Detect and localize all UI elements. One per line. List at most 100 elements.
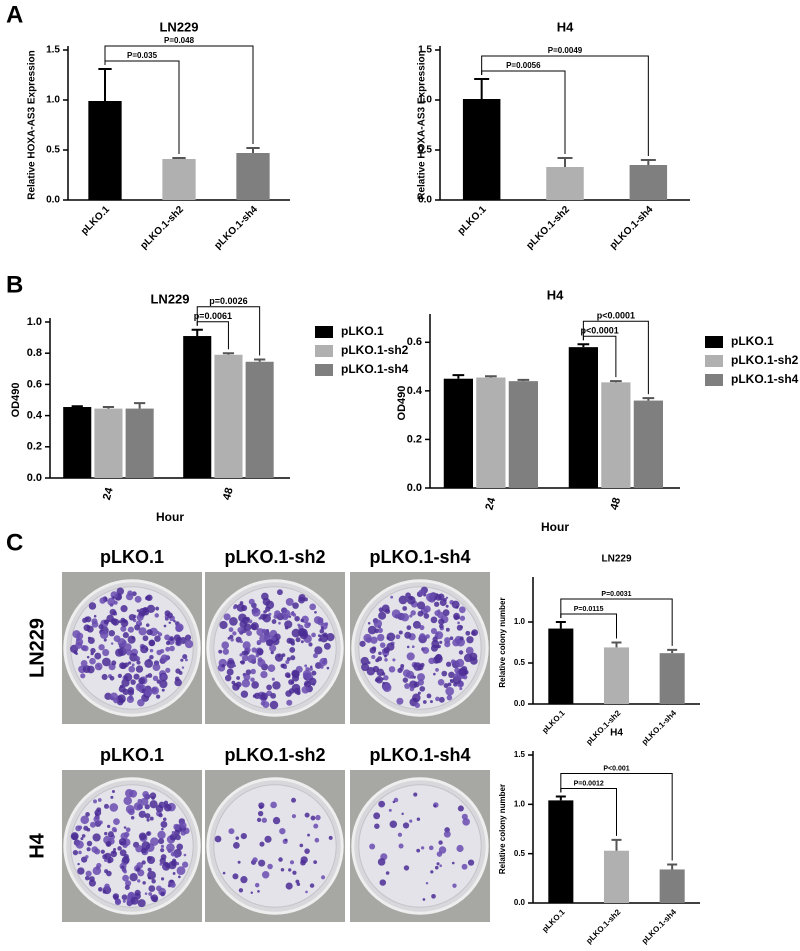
colony-dot	[251, 607, 261, 617]
colony-dot	[155, 606, 160, 611]
colony-dot	[150, 894, 159, 902]
bar	[183, 336, 212, 478]
colony-dot	[236, 603, 245, 612]
colony-dot	[304, 664, 308, 668]
colony-dot	[445, 627, 450, 632]
colony-dot	[417, 673, 426, 682]
error-bar	[172, 157, 186, 159]
colony-dot	[148, 892, 153, 896]
y-tick-label: 0.6	[407, 336, 422, 348]
y-tick-label: 0.2	[27, 441, 42, 453]
colony-dot	[416, 848, 421, 853]
colony-dot	[222, 648, 229, 655]
colony-dot	[308, 677, 317, 686]
colony-dot	[147, 867, 152, 872]
y-tick-label: 0.8	[27, 347, 42, 359]
legend-label: pLKO.1-sh2	[731, 353, 799, 367]
colony-dot	[298, 593, 306, 602]
colony-dot	[284, 620, 293, 629]
colony-dot	[404, 631, 412, 639]
colony-dot	[304, 812, 310, 818]
colony-dot	[315, 814, 321, 821]
colony-dot	[140, 847, 147, 854]
error-bar	[667, 863, 678, 870]
colony-dot	[459, 687, 463, 691]
colony-dot	[450, 659, 456, 664]
x-axis-label: Hour	[541, 520, 569, 534]
colony-dot	[104, 831, 108, 836]
colony-dot	[113, 847, 117, 852]
colony-dot	[156, 649, 162, 656]
colony-dot	[264, 835, 272, 843]
colony-dot	[80, 815, 90, 825]
colony-dot	[128, 665, 136, 673]
colony-dot	[88, 602, 97, 610]
colony-dot	[177, 875, 181, 879]
colony-dot	[270, 692, 277, 699]
colony-dot	[297, 623, 301, 627]
colony-dot	[114, 613, 118, 616]
error-bar	[642, 397, 655, 401]
x-tick-label: 24	[483, 496, 498, 512]
x-tick-label: pLKO.1-sh4	[608, 204, 656, 252]
colony-dot	[398, 630, 403, 635]
x-axis-label: Hour	[156, 510, 184, 524]
colony-dot	[146, 629, 153, 636]
colony-dot	[444, 637, 451, 644]
colony-dot	[426, 693, 432, 699]
colony-dot	[89, 821, 96, 828]
colony-dot	[310, 815, 316, 821]
colony-dot	[146, 604, 156, 613]
colony-dot	[437, 644, 441, 649]
colony-dot	[111, 827, 117, 833]
colony-dot	[441, 670, 448, 677]
colony-dot	[248, 598, 255, 605]
x-tick-label: pLKO.1-sh2	[139, 204, 187, 252]
colony-dot	[320, 626, 324, 630]
colony-dot	[258, 859, 266, 867]
colony-dot	[328, 835, 333, 840]
colony-dot	[109, 675, 115, 681]
colony-dot	[416, 817, 421, 821]
colony-dot	[112, 893, 120, 900]
colony-dot	[104, 692, 112, 700]
colony-dot	[88, 879, 96, 887]
colony-dot	[110, 642, 114, 645]
colony-dot	[299, 630, 309, 640]
colony-dot	[129, 789, 138, 798]
colony-dot	[166, 863, 171, 869]
colony-dot	[130, 896, 139, 905]
colony-dot	[184, 639, 194, 649]
panel-label: A	[6, 1, 23, 28]
colony-dot	[226, 668, 234, 676]
p-value-label: P=0.035	[127, 51, 158, 60]
colony-dot	[367, 661, 371, 665]
colony-dot	[219, 620, 228, 630]
colony-dot	[175, 639, 181, 646]
colony-dot	[144, 659, 154, 668]
colony-dot	[242, 641, 251, 650]
colony-dot	[290, 641, 295, 646]
error-bar	[134, 402, 146, 409]
colony-dot	[430, 644, 438, 652]
colony-dot	[98, 644, 105, 651]
colony-dot	[121, 894, 128, 901]
p-value-label: P=0.0012	[574, 780, 604, 787]
colony-dot	[126, 695, 135, 703]
colony-dot	[134, 624, 141, 631]
colony-dot	[221, 641, 230, 650]
colony-dot	[379, 879, 387, 886]
colony-dot	[459, 615, 466, 621]
colony-dot	[288, 868, 292, 872]
colony-dot	[144, 688, 153, 697]
x-tick-label: pLKO.1	[540, 708, 567, 735]
error-bar	[577, 343, 590, 348]
colony-dot	[145, 623, 150, 627]
colony-dot	[135, 665, 144, 673]
colony-dot	[377, 858, 386, 866]
colony-dot	[104, 869, 109, 874]
column-label: pLKO.1-sh4	[369, 547, 470, 567]
colony-dot	[449, 636, 454, 641]
colony-dot	[250, 891, 254, 895]
